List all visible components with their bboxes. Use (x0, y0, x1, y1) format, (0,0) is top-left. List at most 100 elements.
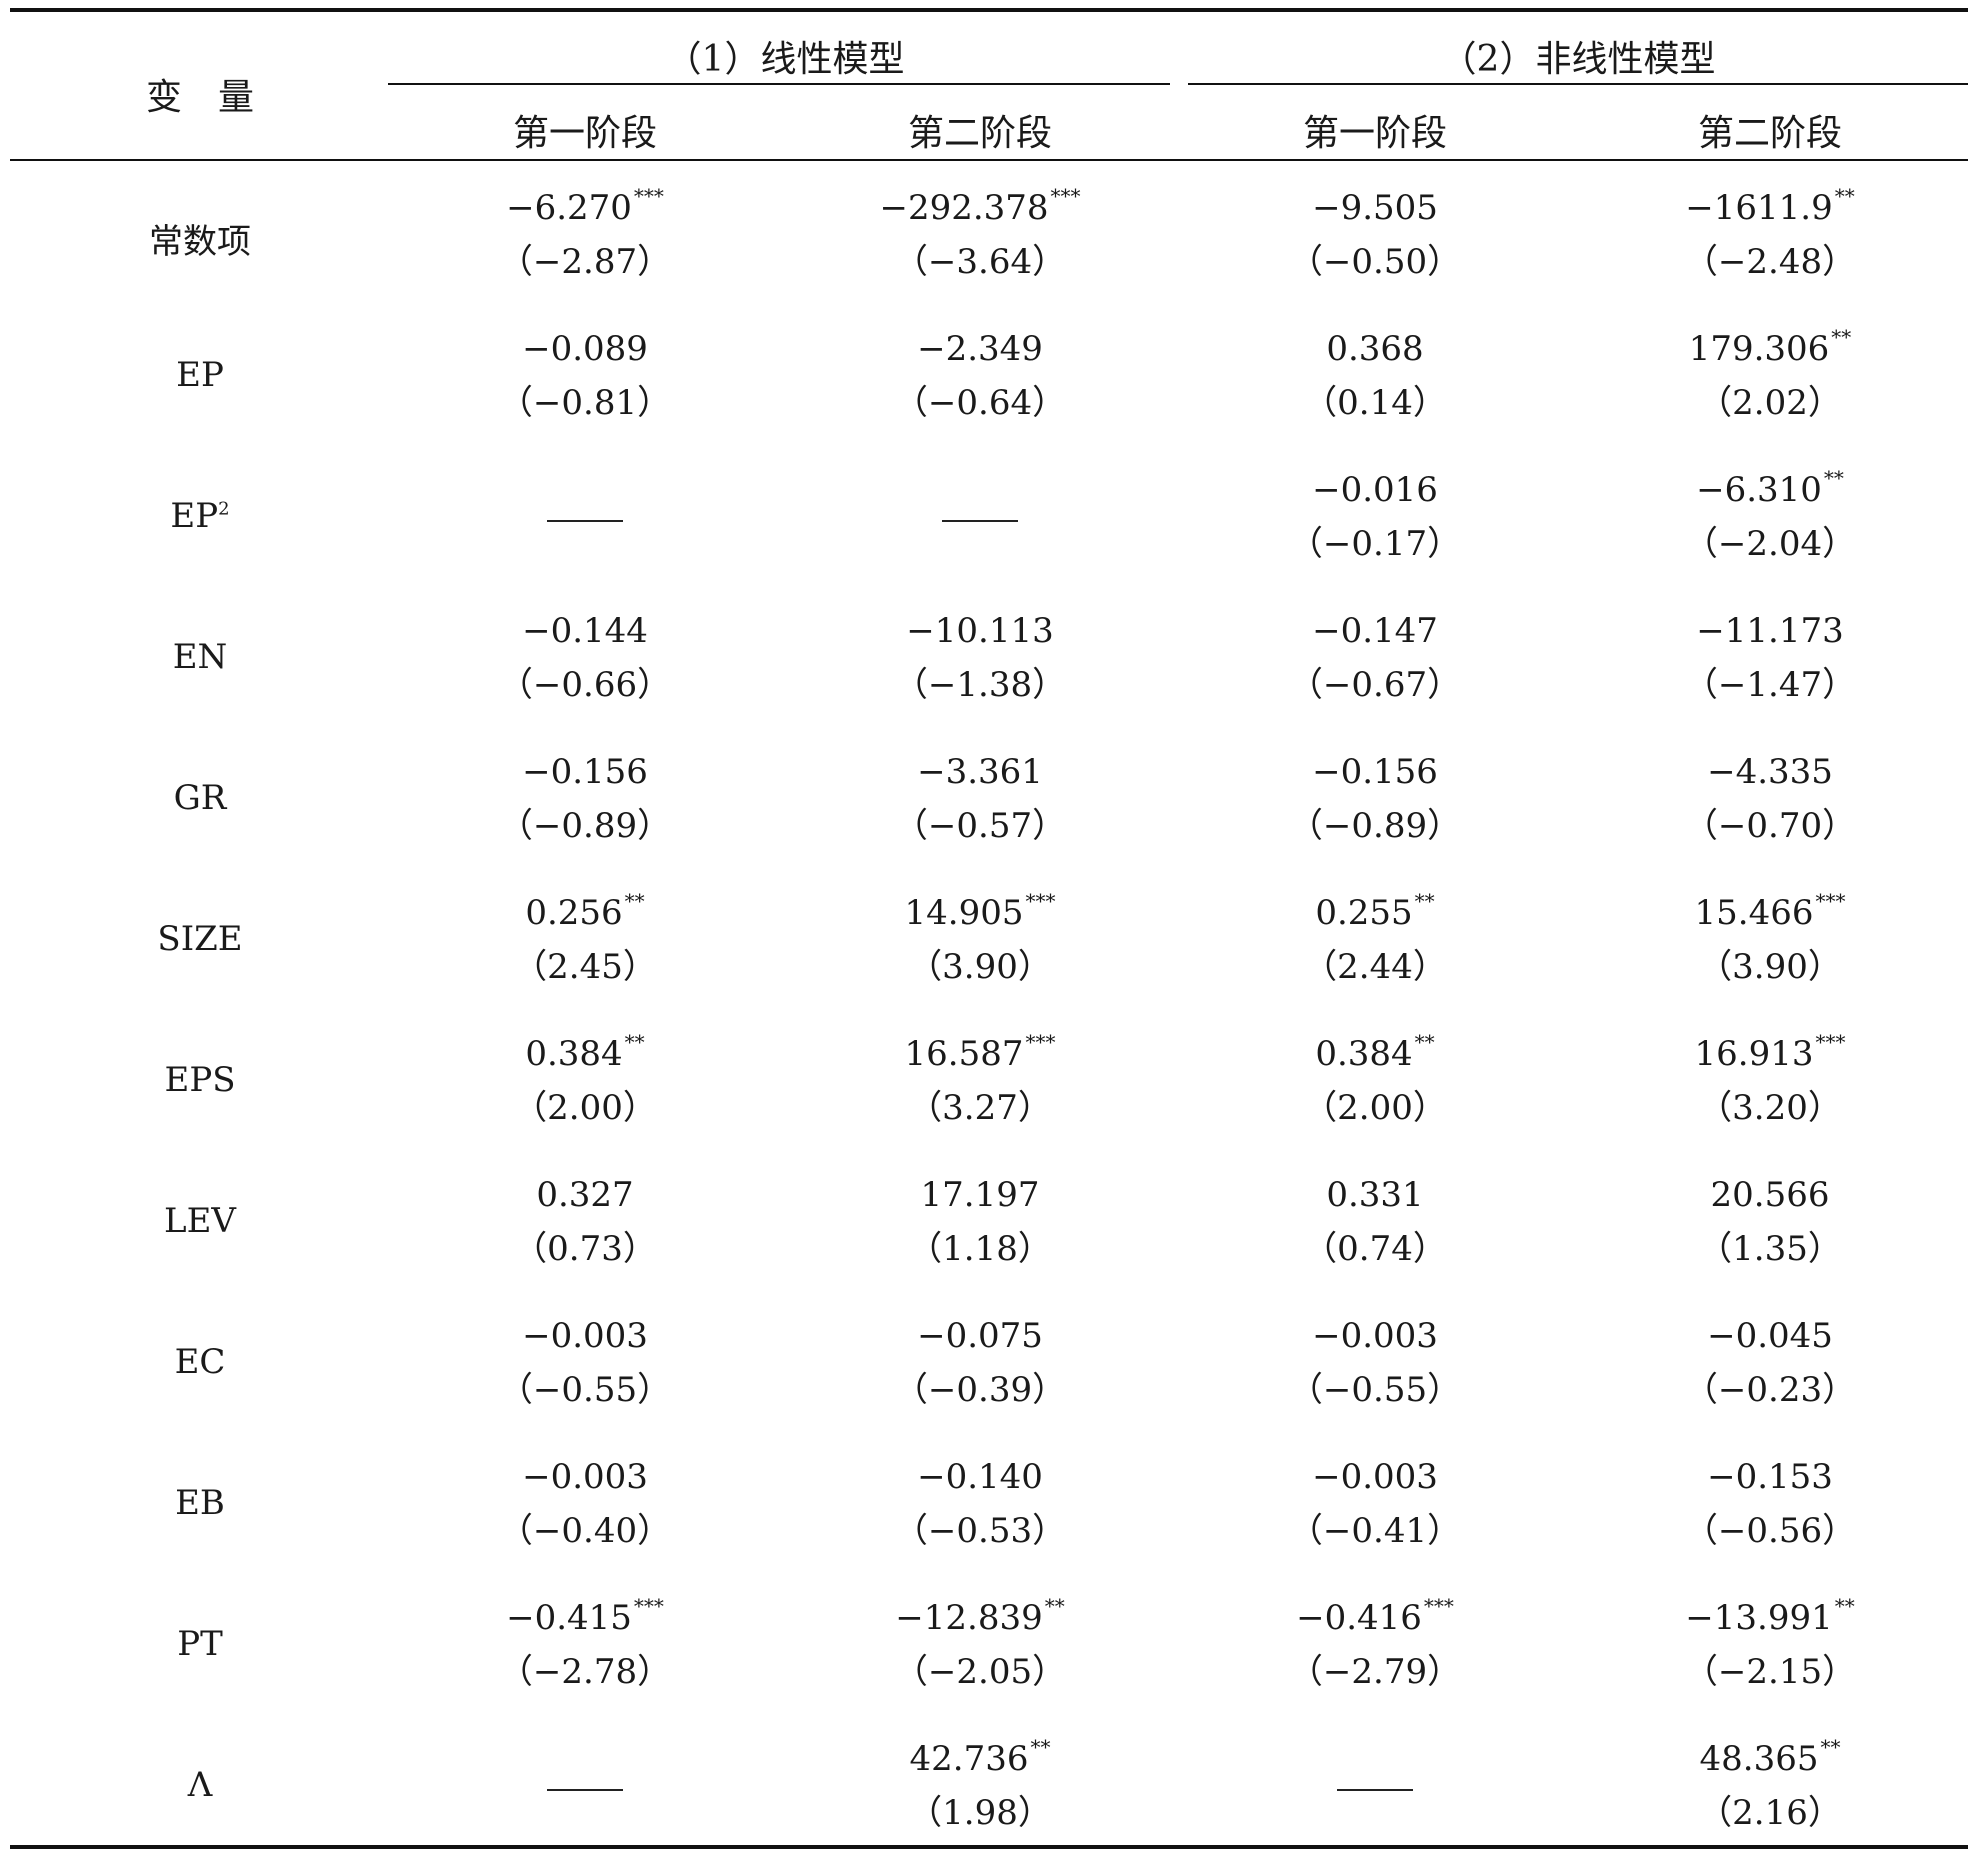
coefficient-value: 42.736 (909, 1739, 1029, 1779)
group1-underline (388, 83, 1170, 85)
t-statistic: （−2.15） (1683, 1652, 1857, 1692)
stage-header: 第二阶段 (907, 113, 1053, 154)
coefficient-value: −0.003 (522, 1457, 648, 1497)
coefficient-value: −0.075 (917, 1316, 1043, 1356)
row-label: EC (175, 1342, 226, 1382)
t-statistic: （−0.55） (498, 1370, 672, 1410)
coefficient-value: −6.310 (1696, 470, 1822, 510)
t-statistic: （3.27） (908, 1088, 1052, 1128)
t-statistic: （−0.66） (498, 665, 672, 705)
t-statistic: （−0.70） (1683, 806, 1857, 846)
significance-stars: ** (1044, 1594, 1065, 1618)
coefficient-value: 48.365 (1699, 1739, 1819, 1779)
row-label-text: EB (175, 1483, 225, 1523)
t-statistic: （−0.53） (893, 1511, 1067, 1551)
coefficient: −13.991 ** (1685, 1594, 1854, 1642)
coefficient: 0.331 (1326, 1175, 1423, 1215)
t-statistic: （0.14） (1303, 383, 1447, 423)
coefficient-value: −12.839 (895, 1598, 1043, 1638)
row-label: EP (176, 355, 224, 395)
coefficient-value: −0.156 (522, 752, 648, 792)
t-statistic: （3.90） (908, 947, 1052, 987)
coefficient-value: 16.587 (904, 1034, 1024, 1074)
significance-stars: *** (633, 184, 664, 208)
coefficient-value: −0.140 (917, 1457, 1043, 1497)
significance-stars: ** (1820, 1735, 1841, 1759)
row-label-text: 常数项 (149, 222, 251, 262)
stage-header: 第二阶段 (1697, 113, 1843, 154)
empty-cell-text: —— (942, 500, 1010, 540)
coefficient-value: 0.256 (525, 893, 623, 933)
t-statistic: （−0.89） (1288, 806, 1462, 846)
significance-stars: *** (1025, 889, 1056, 913)
stage-header: 第一阶段 (1302, 113, 1448, 154)
coefficient-value: −0.144 (522, 611, 648, 651)
group-header-nonlinear: （2）非线性模型 (1440, 39, 1716, 80)
t-statistic: （−2.87） (498, 242, 672, 282)
t-statistic: （−1.47） (1683, 665, 1857, 705)
coefficient: −0.144 (522, 611, 648, 651)
t-statistic: （3.20） (1698, 1088, 1842, 1128)
row-label: EB (175, 1483, 225, 1523)
coefficient: −10.113 (906, 611, 1053, 651)
row-label: Λ (188, 1765, 213, 1805)
coefficient: 20.566 (1711, 1175, 1830, 1215)
coefficient: 0.327 (536, 1175, 633, 1215)
top-rule (10, 8, 1968, 12)
significance-stars: ** (1834, 184, 1855, 208)
coefficient: −2.349 (917, 329, 1043, 369)
coefficient-value: 0.331 (1326, 1175, 1424, 1215)
t-statistic: （−0.89） (498, 806, 672, 846)
coefficient: −0.153 (1707, 1457, 1833, 1497)
bottom-rule (10, 1845, 1968, 1849)
row-label-text: EC (174, 1342, 226, 1382)
t-statistic: （−0.17） (1288, 524, 1462, 564)
significance-stars: ** (1030, 1735, 1051, 1759)
t-statistic: （−0.64） (893, 383, 1067, 423)
coefficient: 42.736 ** (909, 1735, 1051, 1783)
coefficient: −0.415 *** (506, 1594, 664, 1642)
significance-stars: ** (1414, 889, 1435, 913)
significance-stars: ** (1834, 1594, 1855, 1618)
row-label-text: GR (173, 778, 227, 818)
t-statistic: （2.45） (513, 947, 657, 987)
empty-cell-dash (1337, 1789, 1413, 1791)
t-statistic: （1.35） (1698, 1229, 1842, 1269)
coefficient-value: 0.368 (1326, 329, 1424, 369)
t-statistic: （−0.23） (1683, 1370, 1857, 1410)
coefficient: −0.003 (522, 1316, 648, 1356)
row-label: EN (173, 637, 228, 677)
coefficient: −0.416 *** (1296, 1594, 1454, 1642)
coefficient: −3.361 (917, 752, 1043, 792)
row-label-text: EPS (164, 1060, 236, 1100)
significance-stars: ** (624, 1030, 645, 1054)
t-statistic: （−1.38） (893, 665, 1067, 705)
group-header-linear: （1）线性模型 (665, 39, 905, 80)
coefficient-value: 0.327 (536, 1175, 634, 1215)
coefficient: −0.156 (1312, 752, 1438, 792)
t-statistic: （−0.40） (498, 1511, 672, 1551)
empty-cell-text: —— (547, 1769, 615, 1809)
coefficient: −1611.9 ** (1685, 184, 1854, 232)
row-label: EP2 (170, 496, 229, 536)
row-label-text: EP (176, 355, 224, 395)
significance-stars: ** (1823, 466, 1844, 490)
t-statistic: （2.00） (513, 1088, 657, 1128)
variable-header: 变 量 (145, 77, 255, 118)
t-statistic: （−2.04） (1683, 524, 1857, 564)
row-label-superscript: 2 (218, 498, 230, 520)
significance-stars: *** (1815, 1030, 1846, 1054)
empty-cell-text: —— (547, 500, 615, 540)
t-statistic: （−2.05） (893, 1652, 1067, 1692)
coefficient-value: 14.905 (904, 893, 1024, 933)
t-statistic: （−0.55） (1288, 1370, 1462, 1410)
coefficient: −0.075 (917, 1316, 1043, 1356)
t-statistic: （−2.48） (1683, 242, 1857, 282)
coefficient-value: −0.016 (1312, 470, 1438, 510)
row-label: PT (177, 1624, 223, 1664)
coefficient-value: −4.335 (1707, 752, 1833, 792)
coefficient: 16.913 *** (1695, 1030, 1846, 1078)
coefficient: 0.384 ** (525, 1030, 644, 1078)
coefficient: −0.089 (522, 329, 648, 369)
empty-cell-dash (547, 1789, 623, 1791)
